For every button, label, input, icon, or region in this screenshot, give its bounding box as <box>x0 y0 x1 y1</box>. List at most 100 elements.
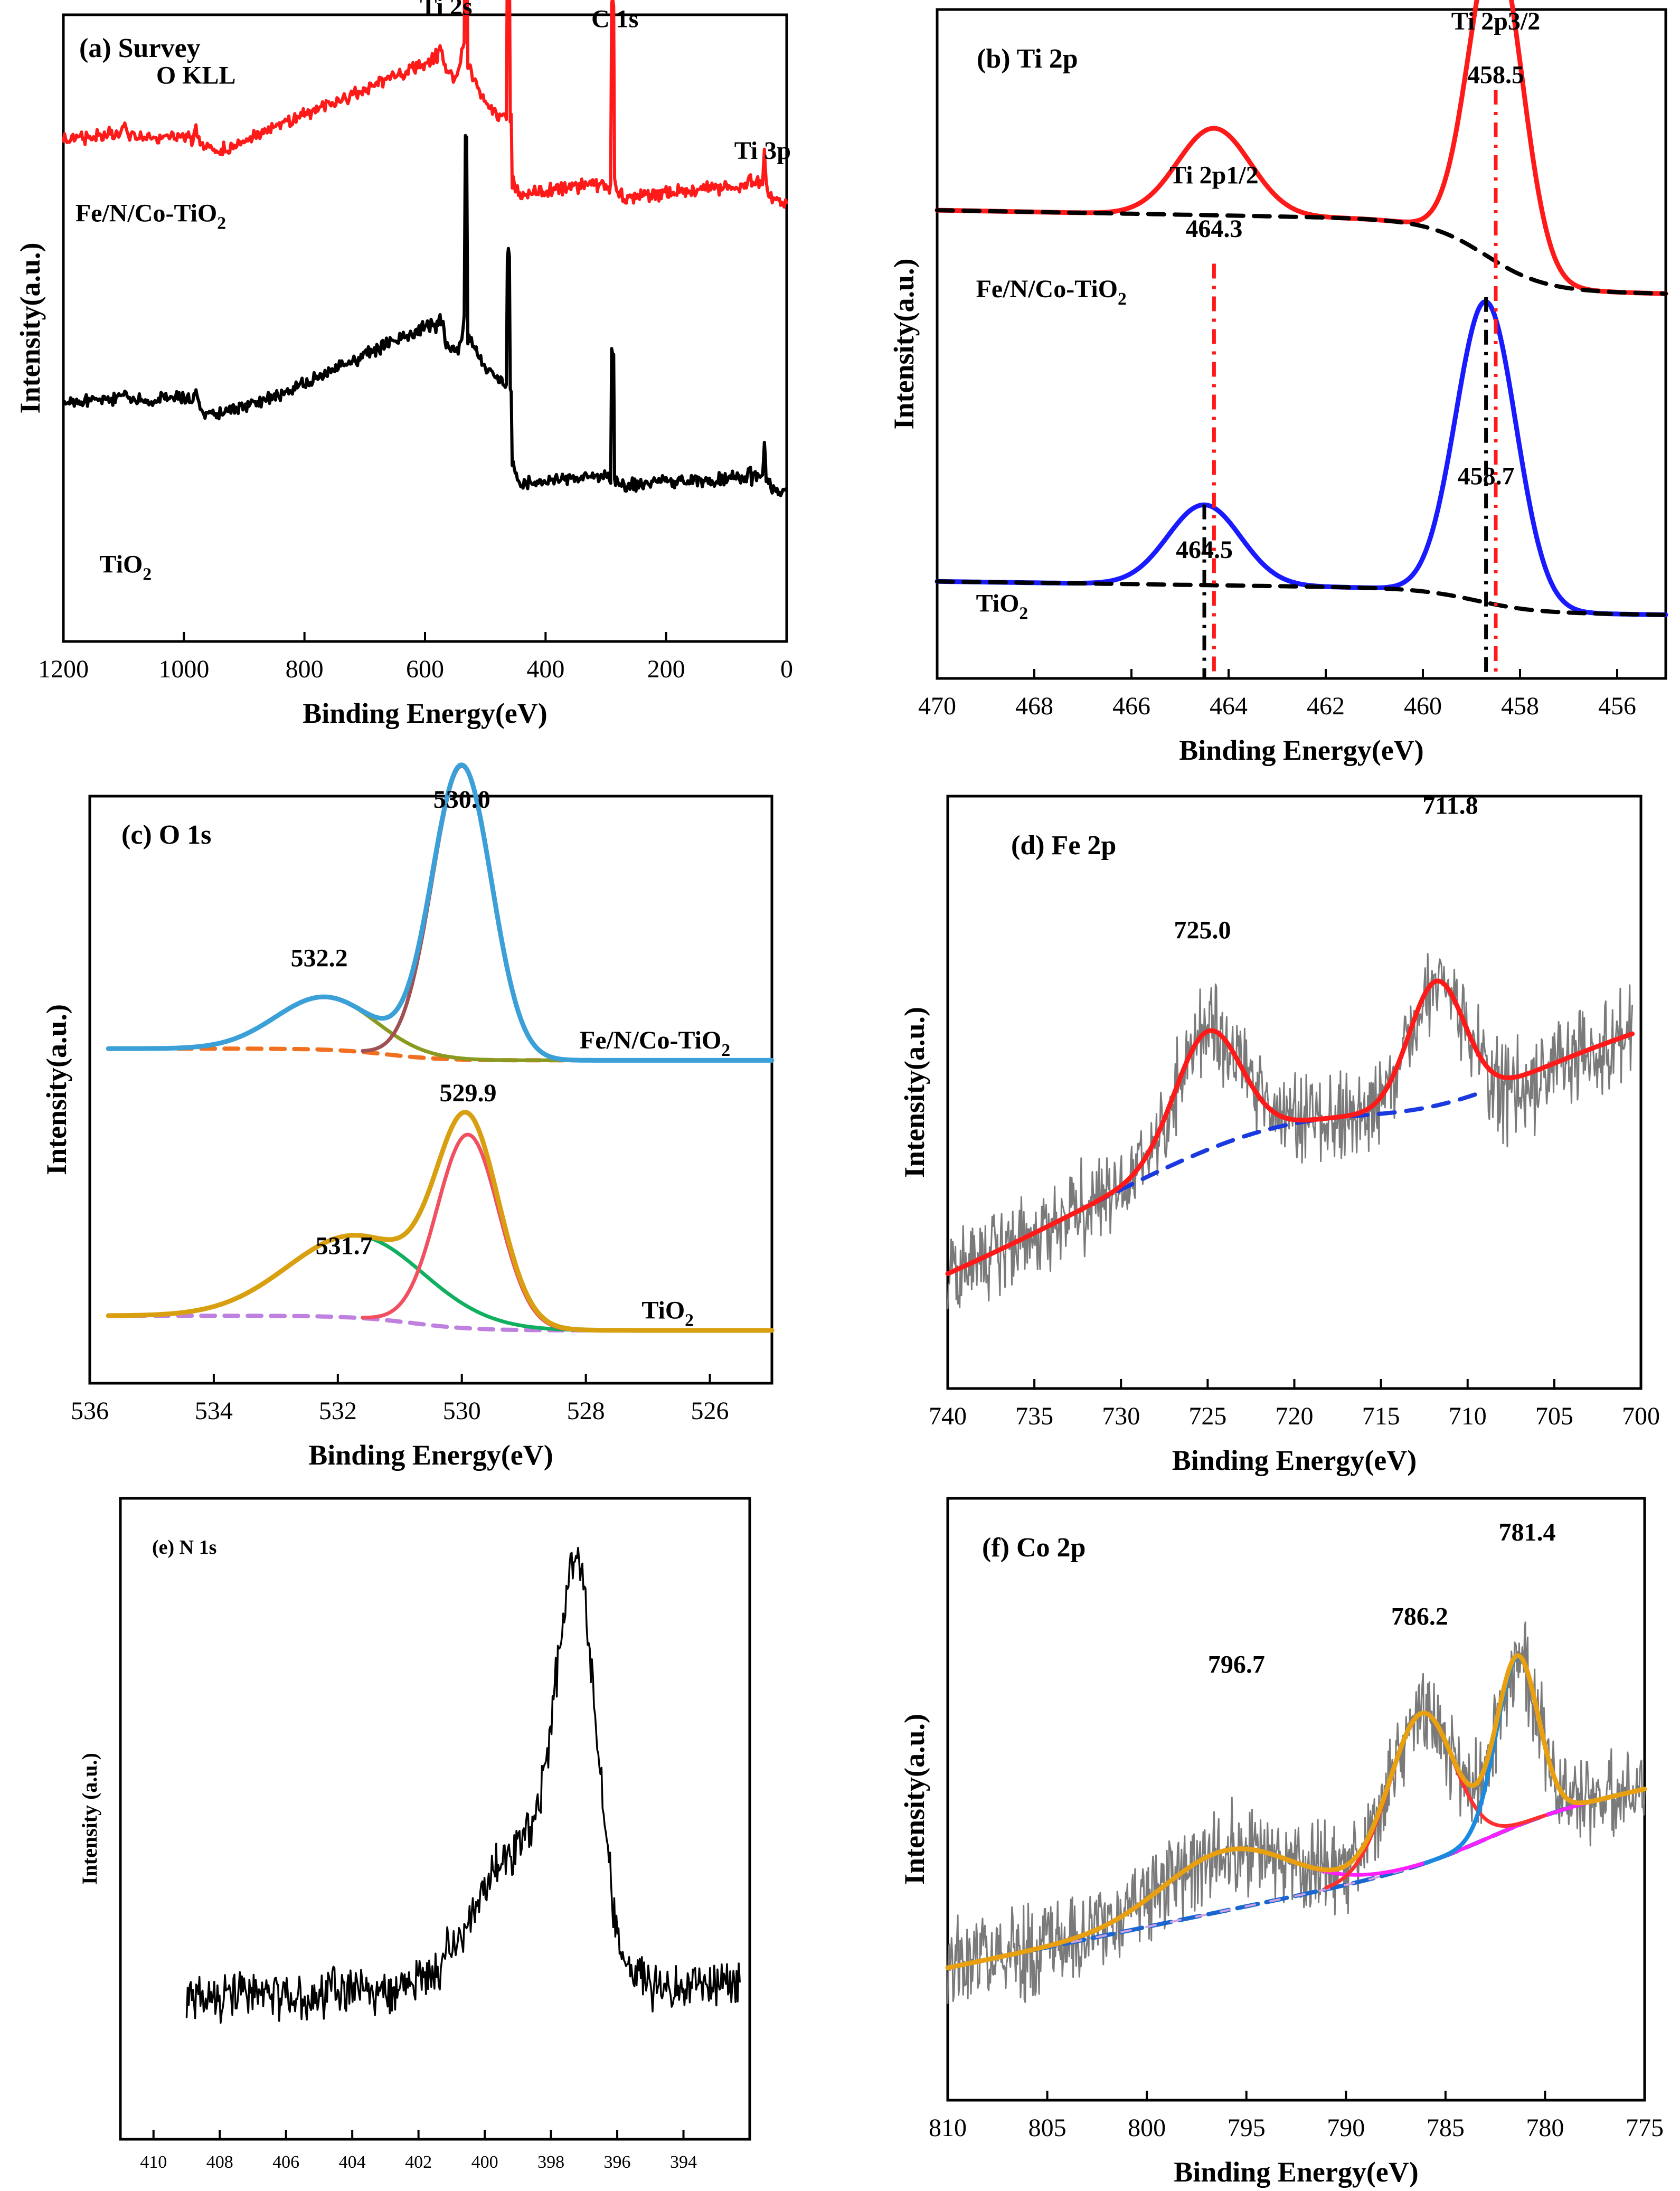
peak-annotation: O KLL <box>156 62 236 90</box>
x-tick-label: 735 <box>1015 1402 1053 1430</box>
x-tick-label: 720 <box>1276 1402 1314 1430</box>
peak-annotation: 464.5 <box>1176 536 1233 564</box>
peak-annotation: Ti 3p <box>734 137 791 165</box>
panel-d-fe-2p: 740 735 730 725 720 715 710 705 700 Binding Energ… <box>899 792 1660 1476</box>
x-tick-label: 790 <box>1327 2114 1365 2142</box>
x-tick-label: 1200 <box>38 655 89 683</box>
x-tick-label: 470 <box>918 692 956 720</box>
sample-label-subscript: 2 <box>217 214 226 233</box>
x-tick-label: 805 <box>1028 2114 1066 2142</box>
x-tick-label: 466 <box>1112 692 1150 720</box>
raw-data-line <box>947 1621 1646 2004</box>
x-tick-label: 468 <box>1015 692 1053 720</box>
x-tick-label: 532 <box>319 1397 357 1425</box>
panel-title: (a) Survey <box>79 33 201 63</box>
panel-e-n-1s: 410 408 406 404 402 400 398 396 394 Binding Energ… <box>78 1497 751 2191</box>
series-line-0 <box>62 0 788 209</box>
x-tick-label: 456 <box>1598 692 1636 720</box>
x-tick-label: 705 <box>1535 1402 1573 1430</box>
x-tick-label: 402 <box>405 2152 432 2172</box>
x-tick-label: 396 <box>604 2152 631 2172</box>
x-tick-label: 404 <box>339 2152 366 2172</box>
x-tick-label: 795 <box>1228 2114 1266 2142</box>
x-axis-label: Binding Energy(eV) <box>1172 1444 1417 1476</box>
x-tick-label: 775 <box>1626 2114 1664 2142</box>
panel-title: (f) Co 2p <box>982 1533 1086 1563</box>
x-tick-label: 810 <box>929 2114 967 2142</box>
fit-line-fe-n-co-tio2 <box>106 762 775 1063</box>
y-axis-label: Intensity(a.u.) <box>888 258 920 429</box>
x-tick-label: 464 <box>1210 692 1248 720</box>
peak-annotation: Ti 2p1/2 <box>1169 161 1259 189</box>
sample-label-subscript: 2 <box>143 564 152 584</box>
sample-label-subscript: 2 <box>1019 603 1028 623</box>
x-axis-label: Binding Energy(eV) <box>1174 2156 1419 2188</box>
panel-title: (c) O 1s <box>121 820 211 850</box>
background-line-fe-n-co-tio2 <box>935 208 1668 296</box>
raw-data-line <box>185 1547 741 2024</box>
x-tick-label: 406 <box>272 2152 299 2172</box>
sample-label-subscript: 2 <box>1118 289 1127 309</box>
x-tick-label: 800 <box>286 655 324 683</box>
y-axis-label: Intensity(a.u.) <box>41 1004 72 1175</box>
peak-annotation: 796.7 <box>1208 1651 1265 1679</box>
series-line-1 <box>62 134 788 497</box>
x-tick-label: 534 <box>195 1397 233 1425</box>
x-tick-label: 725 <box>1188 1402 1226 1430</box>
fit-line-tio2 <box>106 1110 775 1333</box>
x-axis-label: Binding Energy (eV) <box>342 2187 528 2191</box>
x-axis-label: Binding Energy(eV) <box>303 697 548 729</box>
x-axis-label: Binding Energy(eV) <box>1179 734 1424 766</box>
x-tick-label: 600 <box>406 655 444 683</box>
peak-annotation: 532.2 <box>291 944 348 972</box>
x-tick-label: 785 <box>1427 2114 1465 2142</box>
x-tick-label: 780 <box>1526 2114 1564 2142</box>
panel-title: (b) Ti 2p <box>977 44 1078 74</box>
raw-data-line <box>947 953 1634 1310</box>
peak-annotation: 786.2 <box>1391 1602 1448 1630</box>
panel-title: (e) N 1s <box>152 1536 216 1559</box>
plot-frame <box>119 1497 751 2141</box>
x-tick-label: 528 <box>567 1397 605 1425</box>
y-axis-label: Intensity(a.u.) <box>14 242 46 413</box>
x-tick-label: 460 <box>1404 692 1442 720</box>
y-axis-label: Intensity(a.u.) <box>899 1007 930 1178</box>
x-tick-label: 0 <box>780 655 793 683</box>
peak-annotation: C 1s <box>591 5 638 33</box>
x-tick-label: 398 <box>537 2152 564 2172</box>
x-tick-label: 526 <box>691 1397 729 1425</box>
fit-line <box>945 1653 1647 1970</box>
peak-annotation: 725.0 <box>1174 916 1231 944</box>
sample-label-subscript: 2 <box>685 1311 694 1330</box>
x-tick-label: 458 <box>1501 692 1539 720</box>
x-tick-label: 394 <box>670 2152 697 2172</box>
x-axis-label: Binding Energy(eV) <box>308 1439 553 1471</box>
peak-annotation: 458.7 <box>1458 462 1515 490</box>
x-tick-label: 800 <box>1128 2114 1166 2142</box>
peak-annotation: 711.8 <box>1422 792 1478 820</box>
panel-title: (d) Fe 2p <box>1011 830 1116 861</box>
x-tick-label: 408 <box>206 2152 233 2172</box>
peak-annotation: 781.4 <box>1498 1518 1555 1546</box>
fit-line <box>945 978 1635 1276</box>
x-tick-label: 400 <box>471 2152 498 2172</box>
y-axis-label: Intensity(a.u.) <box>899 1714 930 1885</box>
sample-label-subscript: 2 <box>721 1041 730 1060</box>
x-tick-label: 462 <box>1307 692 1345 720</box>
peak-annotation: 529.9 <box>439 1079 496 1107</box>
x-tick-label: 710 <box>1449 1402 1487 1430</box>
x-tick-label: 730 <box>1102 1402 1140 1430</box>
background-line-tio2 <box>935 579 1668 617</box>
peak-annotation: 531.7 <box>316 1232 373 1260</box>
plot-frame <box>88 795 773 1385</box>
background-line <box>1066 1089 1487 1218</box>
x-tick-label: 740 <box>929 1402 967 1430</box>
x-tick-label: 410 <box>140 2152 167 2172</box>
x-tick-label: 200 <box>647 655 685 683</box>
peak-annotation: 458.5 <box>1467 61 1524 89</box>
peak-annotation: Ti 2p3/2 <box>1451 7 1541 35</box>
panel-a-survey: 1200 1000 800 600 400 200 0 Binding Energy(eV) I… <box>14 0 793 729</box>
x-tick-label: 530 <box>443 1397 481 1425</box>
peak-annotation: Ti 2s <box>420 0 472 21</box>
